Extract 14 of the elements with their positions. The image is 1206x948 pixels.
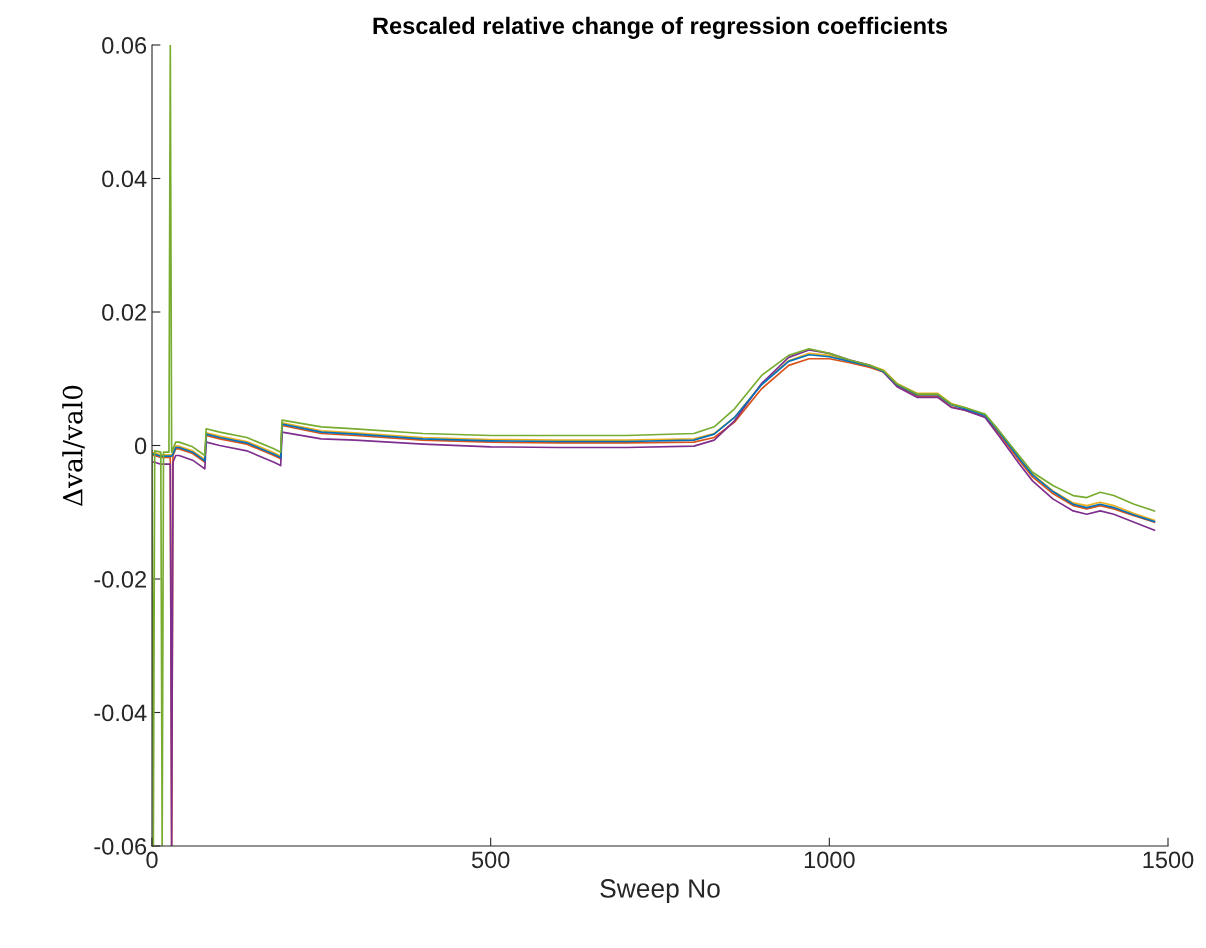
- y-tick-label: -0.02: [94, 571, 146, 588]
- x-tick-label: 1500: [1143, 851, 1194, 869]
- x-tick-label: 1000: [804, 851, 855, 869]
- y-axis-title: Δval/val0: [62, 385, 85, 506]
- y-tick-label: 0.06: [102, 37, 147, 54]
- x-tick-label: 0: [146, 851, 158, 869]
- y-tick-label: 0: [134, 437, 147, 455]
- x-axis-title: Sweep No: [600, 879, 720, 904]
- y-tick-label: 0.04: [102, 170, 147, 188]
- y-tick-label: 0.02: [102, 304, 146, 321]
- chart-title: Rescaled relative change of regression coefficients: [373, 16, 948, 39]
- y-tick-label: -0.04: [94, 704, 147, 722]
- y-tick-label: -0.06: [94, 838, 147, 855]
- x-tick-label: 500: [471, 851, 510, 869]
